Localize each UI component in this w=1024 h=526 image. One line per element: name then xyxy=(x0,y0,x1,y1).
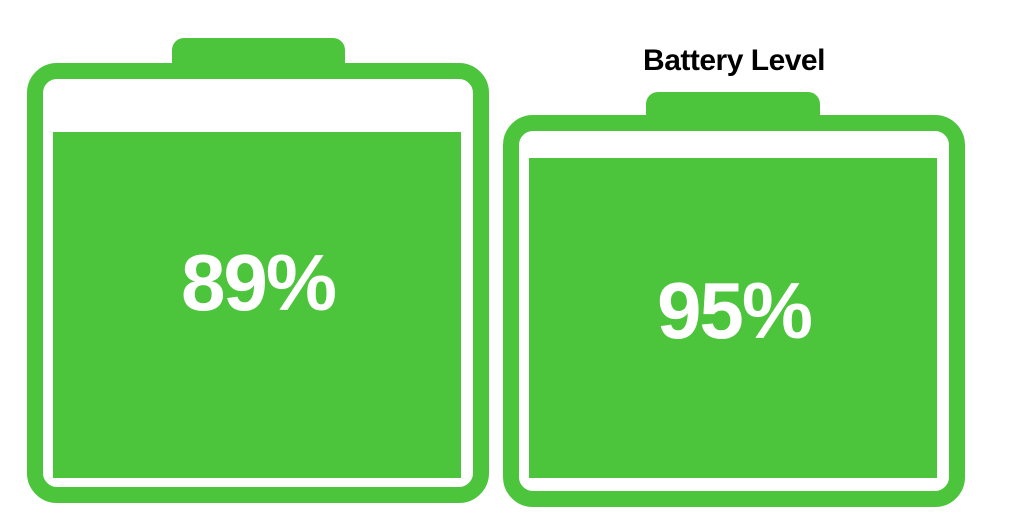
battery-body: 89% xyxy=(27,63,489,503)
battery-percent-label: 95% xyxy=(656,266,813,355)
battery-fill-area xyxy=(53,89,461,478)
battery-body: 95% xyxy=(503,115,965,507)
battery-fill-area xyxy=(529,141,937,478)
chart-title: Battery Level xyxy=(643,44,825,77)
battery-fill-level xyxy=(53,131,461,478)
battery-fill-level xyxy=(529,157,937,478)
battery-percent-label: 89% xyxy=(180,238,337,327)
